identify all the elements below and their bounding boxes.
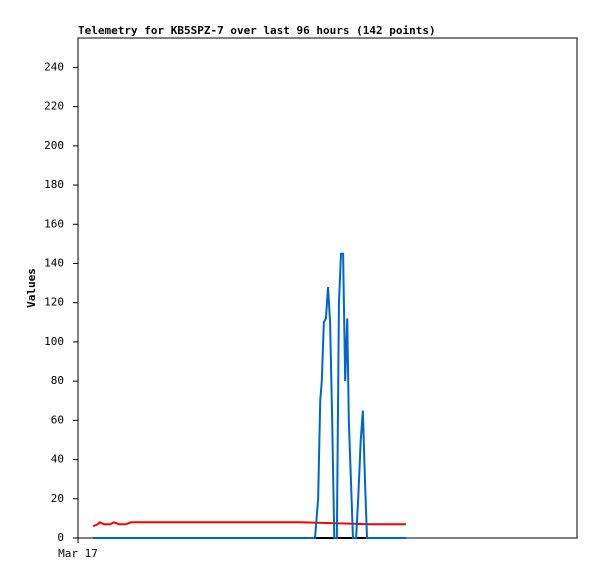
- y-tick-label: 180: [44, 178, 64, 191]
- y-tick-label: 40: [51, 453, 64, 466]
- x-tick-label: Mar 17: [58, 547, 98, 560]
- y-tick-label: 240: [44, 60, 64, 73]
- y-tick-label: 0: [57, 531, 64, 544]
- y-tick-label: 200: [44, 139, 64, 152]
- y-tick-label: 60: [51, 413, 64, 426]
- y-tick-label: 160: [44, 217, 64, 230]
- y-tick-label: 80: [51, 374, 64, 387]
- y-tick-label: 20: [51, 492, 64, 505]
- y-tick-label: 120: [44, 296, 64, 309]
- y-axis-label: Values: [25, 268, 38, 308]
- y-tick-label: 140: [44, 256, 64, 269]
- series-line: [92, 521, 406, 528]
- series-line: [93, 252, 406, 539]
- y-tick-label: 100: [44, 335, 64, 348]
- chart-title: Telemetry for KB5SPZ-7 over last 96 hour…: [78, 24, 436, 37]
- y-tick-label: 220: [44, 100, 64, 113]
